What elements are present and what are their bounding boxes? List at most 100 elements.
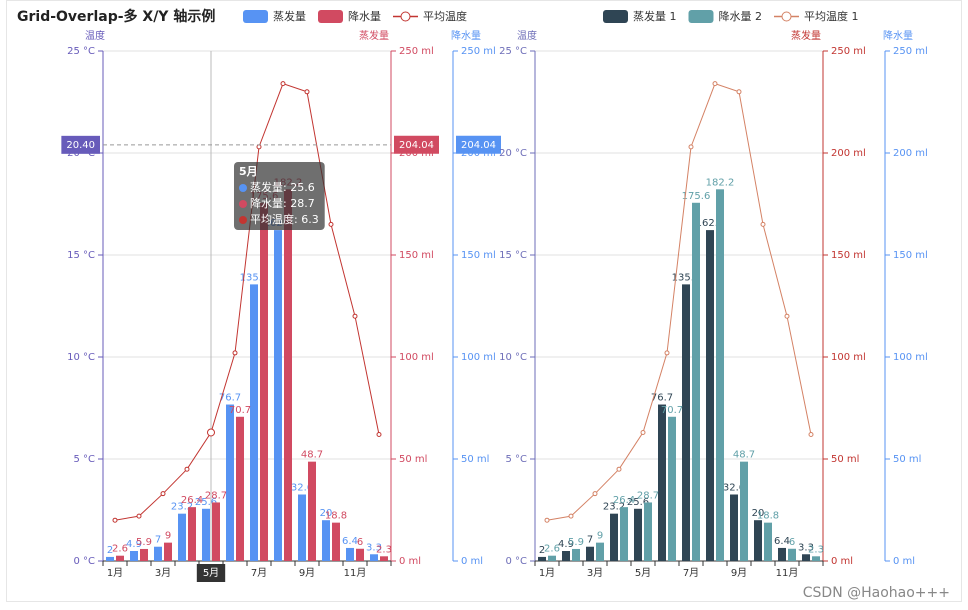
y-tick-label: 20 °C	[499, 148, 527, 159]
bar	[562, 551, 570, 561]
bar	[658, 404, 666, 561]
line-point	[328, 221, 334, 227]
bar-value-label: 23.2	[603, 502, 625, 513]
line-point	[760, 221, 766, 227]
bar	[274, 230, 282, 561]
y-tick-label: 5 °C	[505, 454, 527, 465]
bar	[298, 494, 306, 561]
line-point	[184, 466, 190, 472]
legend-icon	[243, 10, 268, 23]
line-point	[592, 491, 598, 497]
bar-value-label: 2.6	[112, 544, 128, 555]
bar-value-label: 4.9	[558, 539, 574, 550]
bar-value-label: 20	[320, 508, 333, 519]
tooltip-row: 降水量: 28.7	[250, 196, 315, 210]
bar-value-label: 18.8	[757, 511, 779, 522]
y-tick-label: 250 ml	[461, 46, 496, 57]
bar-value-label: 32.6	[723, 482, 745, 493]
line-point	[112, 517, 118, 523]
axis-name: 温度	[85, 29, 105, 42]
y-tick-label: 150 ml	[893, 250, 928, 261]
watermark: CSDN @Haohao+++	[803, 585, 950, 601]
line	[114, 83, 380, 521]
bar	[596, 542, 604, 561]
y-tick-label: 150 ml	[461, 250, 496, 261]
legend-label: 平均温度	[423, 9, 467, 23]
line-point	[207, 428, 215, 437]
y-tick-label: 0 ml	[461, 556, 483, 567]
bar	[692, 202, 700, 561]
line	[546, 83, 812, 521]
bar	[260, 202, 268, 561]
tooltip-dot	[239, 216, 247, 224]
bar	[212, 502, 220, 561]
bar	[130, 551, 138, 561]
bar	[754, 520, 762, 561]
bar	[620, 507, 628, 561]
legend-icon	[603, 10, 628, 23]
bar-value-label: 9	[165, 531, 171, 542]
line-point	[304, 89, 310, 95]
x-tick-label: 11月	[344, 567, 367, 579]
bar-value-label: 135.6	[240, 272, 269, 283]
tooltip-box	[234, 162, 325, 230]
y-tick-label: 0 ml	[893, 556, 915, 567]
legend-label: 蒸发量 1	[633, 9, 677, 23]
bar	[802, 554, 810, 561]
y-tick-label: 250 ml	[831, 46, 866, 57]
bar	[164, 542, 172, 561]
legend-icon	[318, 10, 343, 23]
bar-value-label: 25.6	[195, 497, 217, 508]
line-point	[160, 491, 166, 497]
bar-value-label: 18.8	[325, 511, 347, 522]
axis-name: 降水量	[883, 29, 913, 42]
bar-value-label: 28.7	[205, 490, 227, 501]
line-point	[712, 81, 718, 87]
bar	[236, 416, 244, 561]
x-tick-label: 7月	[683, 567, 699, 579]
axis-pointer-y-box	[61, 135, 100, 154]
legend-icon	[400, 11, 411, 22]
bar	[716, 189, 724, 561]
bar	[740, 461, 748, 561]
bar-value-label: 20	[752, 508, 765, 519]
axis-pointer-y-label: 20.40	[66, 140, 95, 151]
bar-value-label: 5.9	[568, 537, 584, 548]
axis-pointer-y-label: 204.04	[399, 140, 434, 151]
y-tick-label: 50 ml	[399, 454, 427, 465]
bar	[106, 556, 114, 561]
bar-value-label: 7	[587, 535, 593, 546]
bar-value-label: 2.3	[808, 544, 824, 555]
bar-value-label: 6.4	[342, 536, 358, 547]
bar	[610, 513, 618, 561]
y-tick-label: 5 °C	[73, 454, 95, 465]
bar	[538, 556, 546, 561]
x-tick-label: 11月	[776, 567, 799, 579]
bar-value-label: 48.7	[733, 450, 755, 461]
bar-value-label: 162.2	[696, 218, 725, 229]
y-tick-label: 15 °C	[67, 250, 95, 261]
line-point	[280, 81, 286, 87]
frame	[6, 0, 962, 602]
y-tick-label: 25 °C	[499, 46, 527, 57]
y-tick-label: 100 ml	[893, 352, 928, 363]
y-tick-label: 100 ml	[461, 352, 496, 363]
tooltip-title: 5月	[239, 165, 258, 178]
bar-value-label: 76.7	[219, 393, 241, 404]
bar-value-label: 4.9	[126, 539, 142, 550]
bar	[284, 189, 292, 561]
bar-value-label: 2	[539, 545, 545, 556]
bar	[668, 416, 676, 561]
bar	[188, 507, 196, 561]
line-point	[568, 513, 574, 519]
y-tick-label: 50 ml	[461, 454, 489, 465]
axis-pointer-y-label: 204.04	[461, 140, 496, 151]
bar	[332, 522, 340, 561]
bar-value-label: 76.7	[651, 393, 673, 404]
axis-pointer-x-label: 5月	[203, 567, 219, 579]
bar-value-label: 3.3	[366, 542, 382, 553]
line-point	[544, 517, 550, 523]
y-tick-label: 150 ml	[831, 250, 866, 261]
legend-icon	[781, 11, 792, 22]
